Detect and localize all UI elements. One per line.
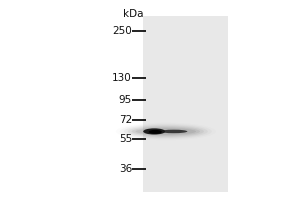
Text: 130: 130 bbox=[112, 73, 132, 83]
Text: 250: 250 bbox=[112, 26, 132, 36]
Ellipse shape bbox=[128, 126, 204, 137]
Ellipse shape bbox=[136, 128, 196, 135]
Ellipse shape bbox=[160, 130, 188, 133]
Text: kDa: kDa bbox=[123, 9, 144, 19]
Ellipse shape bbox=[143, 128, 165, 135]
Ellipse shape bbox=[124, 125, 208, 138]
Text: 55: 55 bbox=[119, 134, 132, 144]
Ellipse shape bbox=[149, 130, 162, 134]
Text: 36: 36 bbox=[119, 164, 132, 174]
Bar bbox=[142, 16, 228, 192]
Ellipse shape bbox=[132, 127, 200, 136]
Text: 95: 95 bbox=[119, 95, 132, 105]
Text: 72: 72 bbox=[119, 115, 132, 125]
